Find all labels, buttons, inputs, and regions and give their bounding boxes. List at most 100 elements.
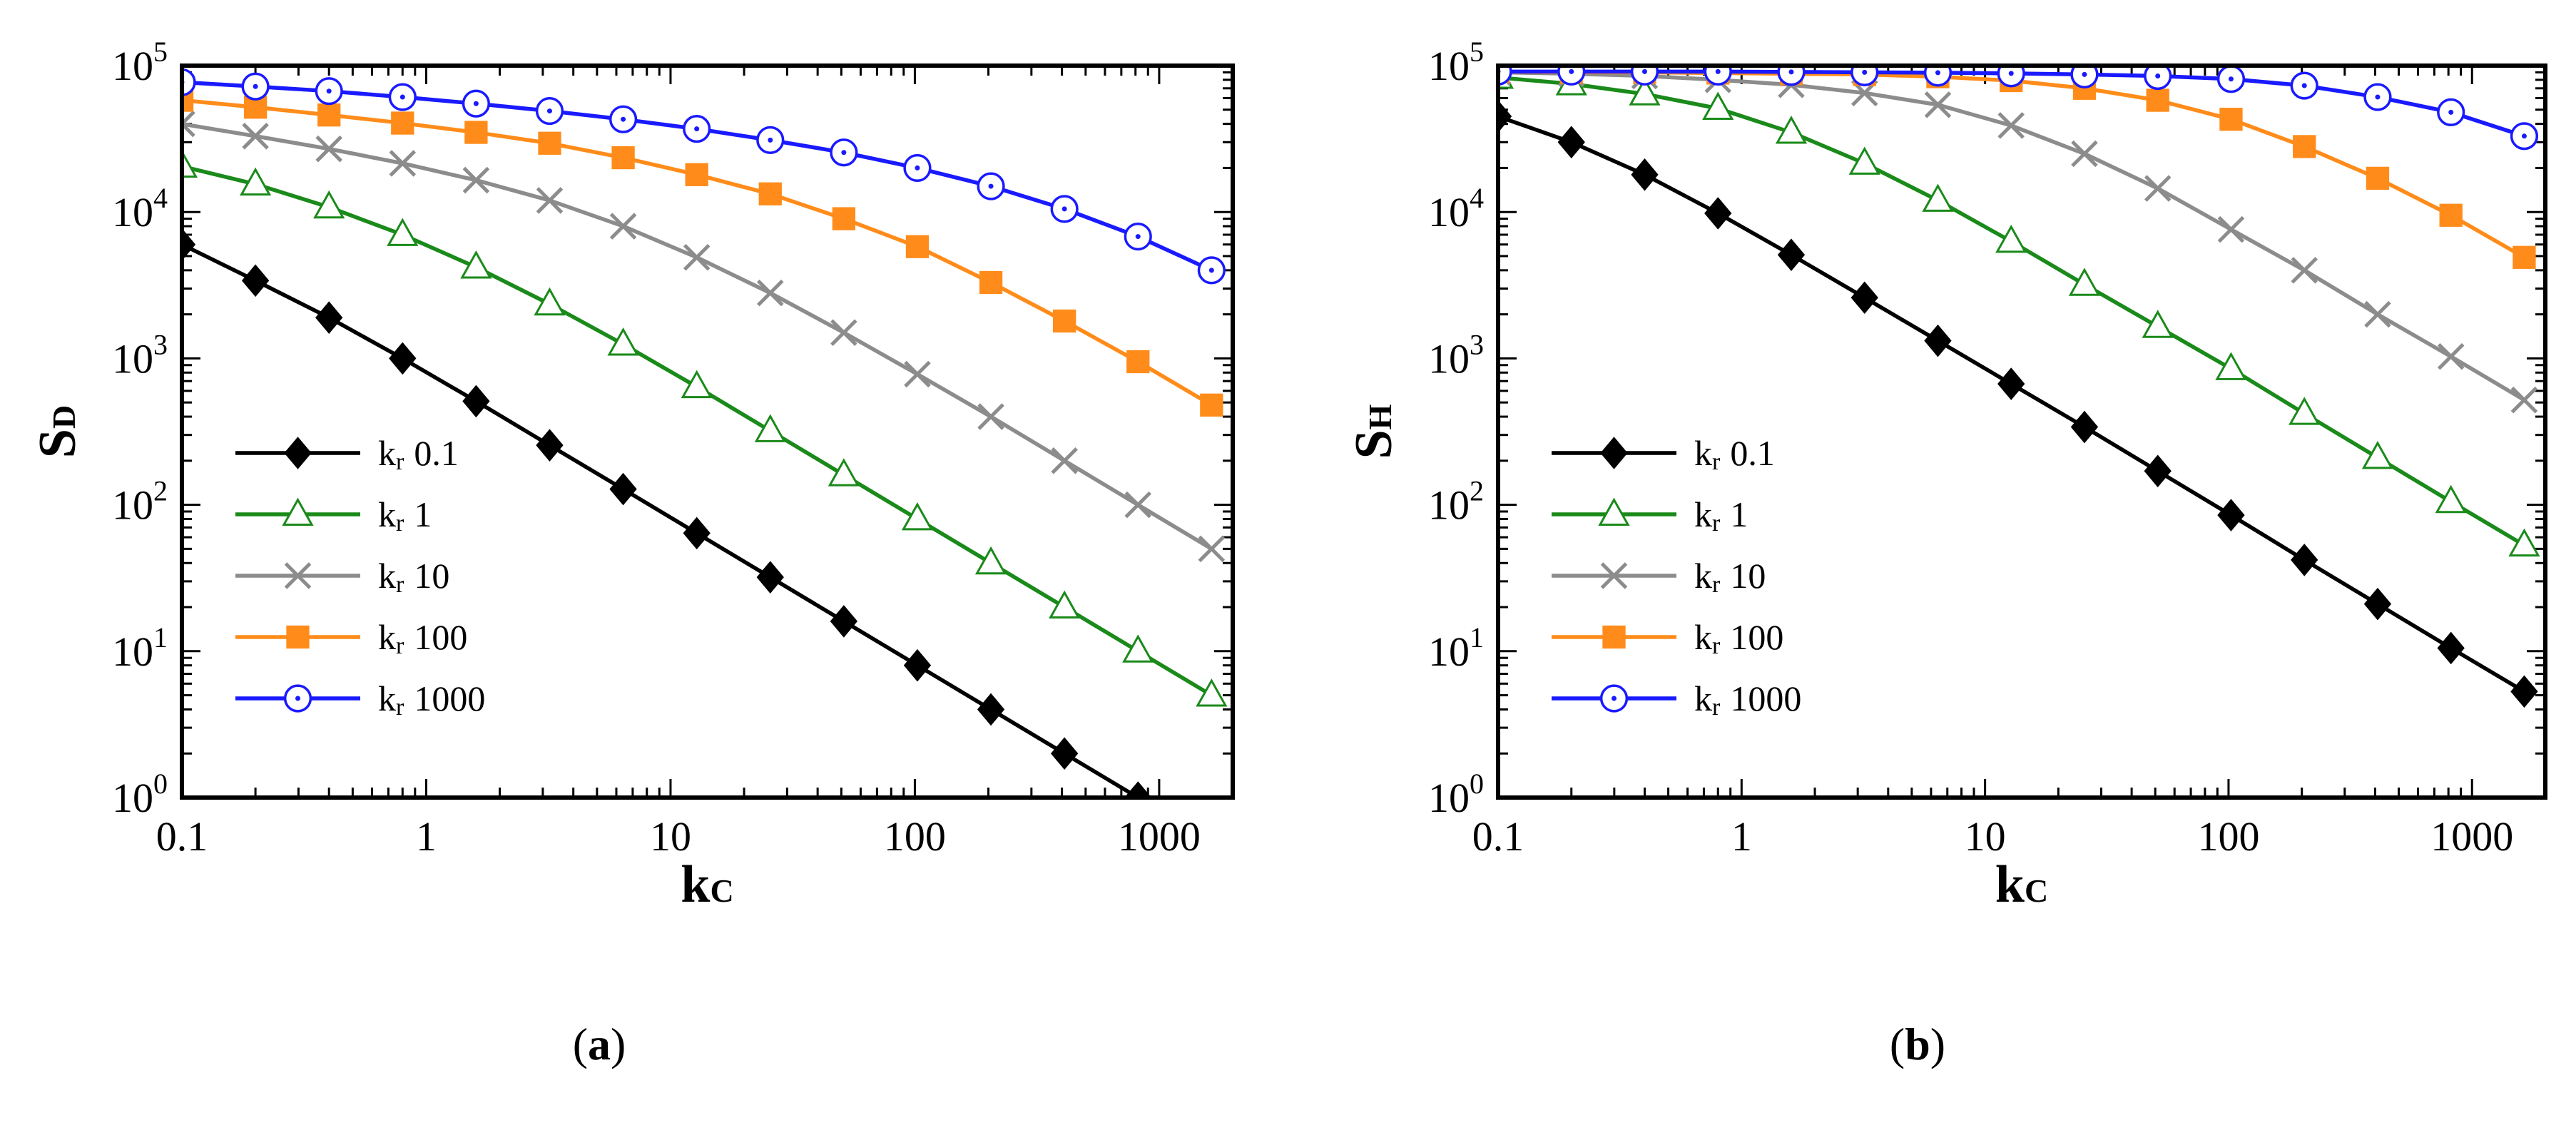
data-point-kr-10	[1924, 91, 1952, 118]
series-line-kr-0-1	[182, 243, 1139, 798]
data-point-kr-1	[534, 287, 566, 316]
data-point-kr-1	[2142, 310, 2174, 338]
data-point-kr-1	[754, 414, 786, 442]
data-point-kr-10	[2364, 300, 2391, 328]
x-tick-label: 10	[650, 813, 691, 860]
data-point-kr-100	[1052, 309, 1076, 333]
legend-label: kr 100	[378, 617, 467, 659]
data-point-kr-1	[1049, 590, 1081, 619]
legend-marker	[282, 497, 314, 526]
data-point-kr-1	[2508, 528, 2540, 557]
y-tick-label: 100	[112, 768, 168, 821]
series-line-kr-10	[182, 121, 1213, 551]
data-point-kr-100	[2439, 203, 2463, 227]
legend-label: kr 1	[1694, 494, 1748, 536]
data-point-kr-10	[756, 279, 784, 307]
data-point-kr-0-1	[1498, 100, 1512, 133]
y-tick-label: 105	[112, 36, 168, 89]
x-tick-label: 0.1	[156, 813, 208, 860]
data-point-kr-1000	[1630, 66, 1659, 86]
data-point-kr-0-1	[2510, 675, 2538, 708]
x-tick-label: 1000	[1118, 813, 1201, 860]
legend-marker	[1598, 497, 1630, 526]
x-tick-label: 10	[1965, 813, 2006, 860]
data-point-kr-1	[2435, 484, 2467, 514]
data-point-kr-10	[182, 110, 195, 138]
data-point-kr-10	[2510, 386, 2538, 414]
data-point-kr-1	[2361, 441, 2394, 469]
legend-item: kr 0.1	[235, 433, 459, 475]
x-axis-label: kC	[681, 855, 733, 914]
data-point-kr-1	[1702, 91, 1734, 120]
series-group	[182, 68, 1228, 798]
data-point-kr-100	[905, 235, 930, 258]
y-axis-label: SH	[1345, 404, 1403, 459]
data-point-kr-100	[391, 111, 414, 135]
data-point-kr-0-1	[977, 693, 1005, 726]
legend: kr 0.1 kr 1 kr 10 kr 100 kr 1000	[235, 433, 485, 721]
data-point-kr-1	[1995, 224, 2027, 253]
data-point-kr-0-1	[1997, 367, 2025, 400]
data-point-kr-1000	[2510, 122, 2539, 151]
data-point-kr-1000	[2070, 66, 2099, 89]
data-point-kr-1	[828, 458, 860, 487]
data-point-kr-10	[1997, 112, 2025, 139]
data-point-kr-100	[832, 207, 856, 230]
legend-marker	[1599, 684, 1629, 713]
x-tick-label: 100	[2197, 813, 2259, 860]
data-point-kr-100	[2366, 166, 2390, 190]
data-point-kr-0-1	[2217, 499, 2245, 531]
data-point-kr-1000	[2363, 83, 2392, 111]
y-tick-label: 102	[112, 475, 168, 529]
data-point-kr-1000	[1124, 222, 1152, 251]
caption-b: (b)	[1890, 1019, 1945, 1069]
data-point-kr-10	[2071, 140, 2098, 168]
data-point-kr-100	[1200, 393, 1223, 417]
data-point-kr-0-1	[903, 648, 932, 682]
data-point-kr-100	[2146, 88, 2169, 112]
y-tick-label: 105	[1428, 36, 1484, 89]
data-point-kr-1000	[1923, 66, 1953, 87]
data-point-kr-1000	[241, 72, 270, 101]
data-point-kr-10	[904, 360, 931, 388]
data-point-kr-0-1	[241, 264, 270, 297]
legend-label: kr 0.1	[378, 433, 459, 475]
data-point-kr-10	[1198, 535, 1226, 563]
data-point-kr-1000	[1777, 66, 1806, 86]
legend-item: kr 1000	[235, 678, 485, 721]
data-point-kr-0-1	[1704, 197, 1732, 230]
data-point-kr-10	[830, 319, 857, 347]
data-point-kr-1000	[1557, 66, 1586, 86]
data-point-kr-10	[536, 187, 564, 214]
x-tick-label: 1000	[2430, 813, 2513, 860]
legend-label: kr 0.1	[1694, 433, 1775, 475]
data-point-kr-0-1	[462, 385, 490, 418]
y-axis-label: SD	[29, 405, 87, 458]
data-point-kr-1	[1122, 634, 1154, 663]
legend-item: kr 1	[1552, 494, 1748, 536]
data-point-kr-1000	[977, 172, 1005, 200]
legend-label: kr 10	[378, 556, 449, 598]
data-point-kr-100	[611, 146, 635, 170]
data-point-kr-0-1	[683, 516, 711, 550]
data-point-kr-0-1	[389, 342, 417, 375]
data-point-kr-100	[1126, 350, 1150, 374]
data-point-kr-0-1	[1924, 324, 1952, 357]
data-point-kr-1000	[1704, 66, 1732, 86]
data-point-kr-100	[2219, 108, 2243, 131]
legend-item: kr 10	[1552, 556, 1766, 598]
y-tick-label: 102	[1428, 475, 1484, 529]
legend-item: kr 1000	[1552, 678, 1801, 721]
legend-item: kr 1	[235, 494, 432, 536]
legend-marker	[1600, 562, 1628, 589]
data-point-kr-1	[901, 502, 934, 531]
y-tick-label: 104	[112, 182, 168, 235]
data-point-kr-100	[538, 131, 561, 155]
data-point-kr-1000	[1997, 66, 2025, 88]
data-point-kr-1	[239, 167, 272, 196]
data-point-kr-0-1	[1050, 737, 1079, 770]
legend-item: kr 0.1	[1552, 433, 1775, 475]
data-point-kr-1000	[2437, 98, 2465, 127]
series-line-kr-100	[182, 98, 1213, 407]
data-point-kr-0-1	[2291, 544, 2318, 576]
